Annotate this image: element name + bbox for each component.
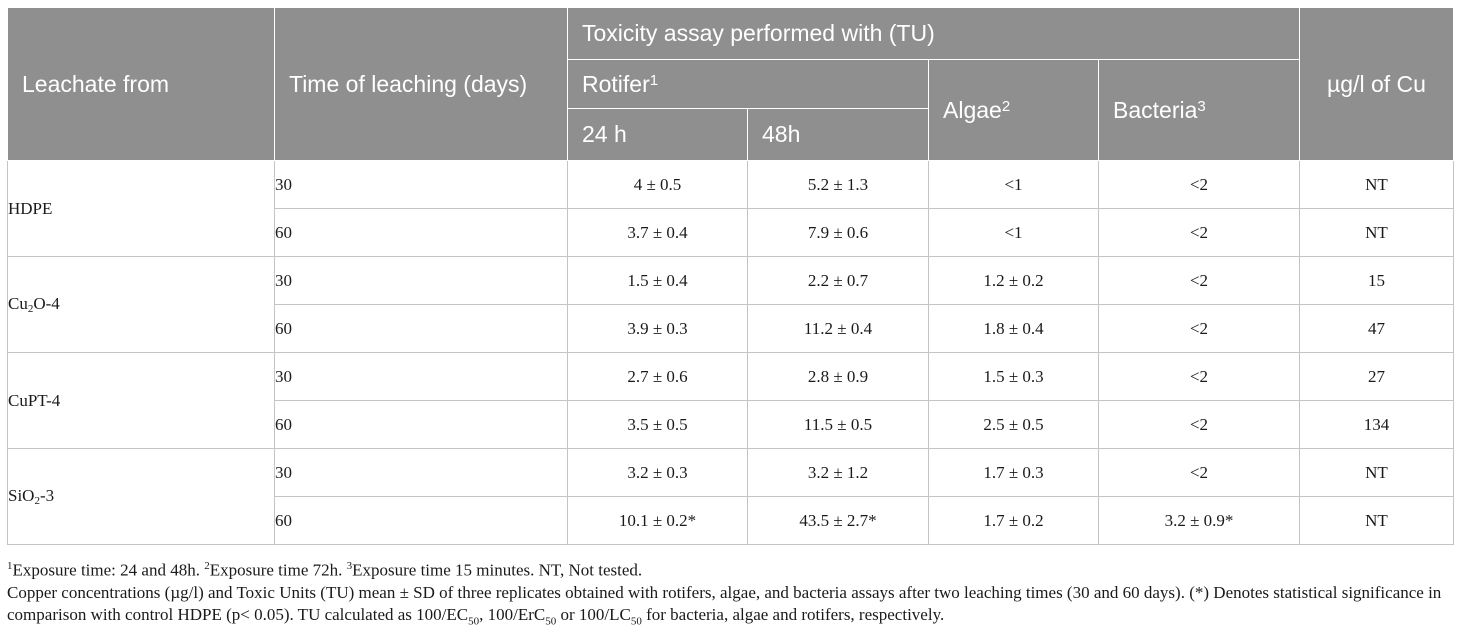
header-leachate-from: Leachate from bbox=[7, 7, 275, 161]
algae-cell: 1.8 ± 0.4 bbox=[928, 304, 1099, 353]
table-caption: Copper concentrations (µg/l) and Toxic U… bbox=[7, 582, 1442, 628]
rotifer-24h-cell: 4 ± 0.5 bbox=[567, 160, 748, 209]
bacteria-cell: <2 bbox=[1098, 400, 1300, 449]
rotifer-48h-cell: 2.2 ± 0.7 bbox=[747, 256, 929, 305]
cu-cell: NT bbox=[1299, 208, 1454, 257]
algae-cell: <1 bbox=[928, 208, 1099, 257]
time-cell: 30 bbox=[274, 448, 568, 497]
rotifer-24h-cell: 1.5 ± 0.4 bbox=[567, 256, 748, 305]
rotifer-48h-cell: 11.5 ± 0.5 bbox=[747, 400, 929, 449]
algae-cell: 1.7 ± 0.3 bbox=[928, 448, 1099, 497]
bacteria-cell: <2 bbox=[1098, 304, 1300, 353]
table-row: 60 10.1 ± 0.2* 43.5 ± 2.7* 1.7 ± 0.2 3.2… bbox=[8, 496, 1454, 545]
rotifer-48h-cell: 7.9 ± 0.6 bbox=[747, 208, 929, 257]
header-cu: µg/l of Cu bbox=[1299, 7, 1454, 161]
algae-cell: 1.5 ± 0.3 bbox=[928, 352, 1099, 401]
rotifer-48h-cell: 5.2 ± 1.3 bbox=[747, 160, 929, 209]
rotifer-48h-cell: 11.2 ± 0.4 bbox=[747, 304, 929, 353]
bacteria-cell: <2 bbox=[1098, 208, 1300, 257]
rotifer-24h-cell: 2.7 ± 0.6 bbox=[567, 352, 748, 401]
cu-cell: 27 bbox=[1299, 352, 1454, 401]
cu-cell: 15 bbox=[1299, 256, 1454, 305]
group-name-cu2o-4: Cu2O-4 bbox=[7, 256, 275, 353]
table-row: HDPE 30 4 ± 0.5 5.2 ± 1.3 <1 <2 NT bbox=[7, 160, 1454, 257]
header-48h: 48h bbox=[747, 108, 929, 161]
bacteria-cell: <2 bbox=[1098, 352, 1300, 401]
rotifer-24h-cell: 10.1 ± 0.2* bbox=[567, 496, 748, 545]
table-row: SiO2-3 30 3.2 ± 0.3 3.2 ± 1.2 1.7 ± 0.3 … bbox=[7, 448, 1454, 545]
table-row: 60 3.5 ± 0.5 11.5 ± 0.5 2.5 ± 0.5 <2 134 bbox=[8, 400, 1454, 449]
cu-cell: NT bbox=[1299, 160, 1454, 209]
time-cell: 30 bbox=[274, 256, 568, 305]
bacteria-cell: <2 bbox=[1098, 160, 1300, 209]
rotifer-24h-cell: 3.7 ± 0.4 bbox=[567, 208, 748, 257]
header-time-of-leaching: Time of leaching (days) bbox=[274, 7, 568, 161]
cu-cell: 134 bbox=[1299, 400, 1454, 449]
header-24h: 24 h bbox=[567, 108, 748, 161]
cu-cell: NT bbox=[1299, 496, 1454, 545]
header-rotifer: Rotifer1 bbox=[567, 59, 929, 109]
table-footnotes: 1Exposure time: 24 and 48h. 2Exposure ti… bbox=[7, 555, 1453, 632]
cu-cell: NT bbox=[1299, 448, 1454, 497]
header-bacteria: Bacteria3 bbox=[1098, 59, 1300, 161]
table-row: Cu2O-4 30 1.5 ± 0.4 2.2 ± 0.7 1.2 ± 0.2 … bbox=[7, 256, 1454, 353]
time-cell: 60 bbox=[274, 400, 568, 449]
group-name-cupt-4: CuPT-4 bbox=[7, 352, 275, 449]
group-name-sio2-3: SiO2-3 bbox=[7, 448, 275, 545]
rotifer-48h-cell: 43.5 ± 2.7* bbox=[747, 496, 929, 545]
bacteria-cell: 3.2 ± 0.9* bbox=[1098, 496, 1300, 545]
time-cell: 30 bbox=[274, 352, 568, 401]
cu-cell: 47 bbox=[1299, 304, 1454, 353]
time-cell: 30 bbox=[274, 160, 568, 209]
rotifer-24h-cell: 3.5 ± 0.5 bbox=[567, 400, 748, 449]
group-name-hdpe: HDPE bbox=[7, 160, 275, 257]
header-algae: Algae2 bbox=[928, 59, 1099, 161]
rotifer-48h-cell: 2.8 ± 0.9 bbox=[747, 352, 929, 401]
algae-cell: 2.5 ± 0.5 bbox=[928, 400, 1099, 449]
bacteria-cell: <2 bbox=[1098, 448, 1300, 497]
rotifer-48h-cell: 3.2 ± 1.2 bbox=[747, 448, 929, 497]
table-row: CuPT-4 30 2.7 ± 0.6 2.8 ± 0.9 1.5 ± 0.3 … bbox=[7, 352, 1454, 449]
algae-cell: <1 bbox=[928, 160, 1099, 209]
algae-cell: 1.7 ± 0.2 bbox=[928, 496, 1099, 545]
header-toxicity-assay: Toxicity assay performed with (TU) bbox=[567, 7, 1300, 60]
rotifer-24h-cell: 3.9 ± 0.3 bbox=[567, 304, 748, 353]
bacteria-cell: <2 bbox=[1098, 256, 1300, 305]
time-cell: 60 bbox=[274, 304, 568, 353]
time-cell: 60 bbox=[274, 208, 568, 257]
table-row: 60 3.9 ± 0.3 11.2 ± 0.4 1.8 ± 0.4 <2 47 bbox=[8, 304, 1454, 353]
rotifer-24h-cell: 3.2 ± 0.3 bbox=[567, 448, 748, 497]
footnote-line: 1Exposure time: 24 and 48h. 2Exposure ti… bbox=[7, 560, 643, 580]
time-cell: 60 bbox=[274, 496, 568, 545]
toxicity-table: Leachate from Time of leaching (days) To… bbox=[7, 7, 1454, 545]
table-row: 60 3.7 ± 0.4 7.9 ± 0.6 <1 <2 NT bbox=[8, 208, 1454, 257]
algae-cell: 1.2 ± 0.2 bbox=[928, 256, 1099, 305]
